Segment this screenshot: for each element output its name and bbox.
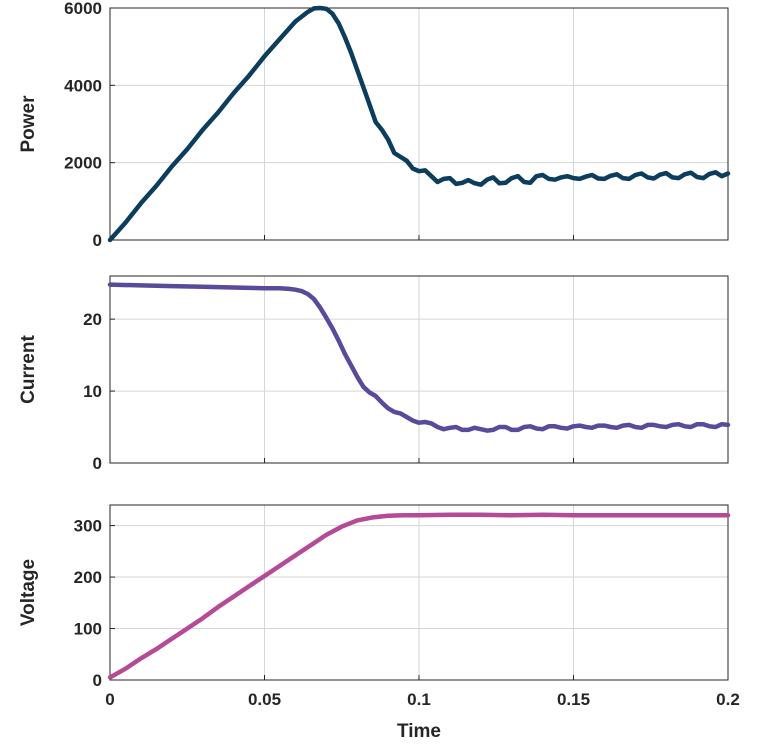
voltage-series-line-0 <box>107 512 731 680</box>
xlabel: Time <box>397 721 441 742</box>
current-ytick-label-1: 10 <box>83 382 102 401</box>
power-ytick-label-3: 6000 <box>64 0 102 18</box>
current-ylabel: Current <box>18 335 39 404</box>
xtick-label-3: 0.15 <box>557 690 590 709</box>
xtick-label-1: 0.05 <box>248 690 281 709</box>
power-ytick-label-0: 0 <box>93 231 102 250</box>
current-ytick-label-2: 20 <box>83 310 102 329</box>
current-ytick-label-0: 0 <box>93 454 102 473</box>
voltage-ytick-label-2: 200 <box>74 568 102 587</box>
power-series-line-0 <box>107 5 731 243</box>
power-ytick-label-2: 4000 <box>64 76 102 95</box>
voltage-ytick-label-0: 0 <box>93 671 102 690</box>
xtick-label-4: 0.2 <box>716 690 740 709</box>
current-panel: 0 10 20 Current <box>18 275 731 473</box>
current-series-line-0 <box>107 282 731 433</box>
voltage-ytick-label-3: 300 <box>74 517 102 536</box>
xtick-label-0: 0 <box>105 690 114 709</box>
power-panel: 0 2000 4000 6000 Power <box>18 0 731 250</box>
xtick-label-2: 0.1 <box>407 690 431 709</box>
voltage-panel: 0 100 200 300 0 0.05 0.1 0.15 0.2 Voltage Time <box>18 504 740 742</box>
power-ylabel: Power <box>18 95 39 153</box>
power-ytick-label-1: 2000 <box>64 154 102 173</box>
voltage-ylabel: Voltage <box>18 559 39 626</box>
voltage-ytick-label-1: 100 <box>74 620 102 639</box>
